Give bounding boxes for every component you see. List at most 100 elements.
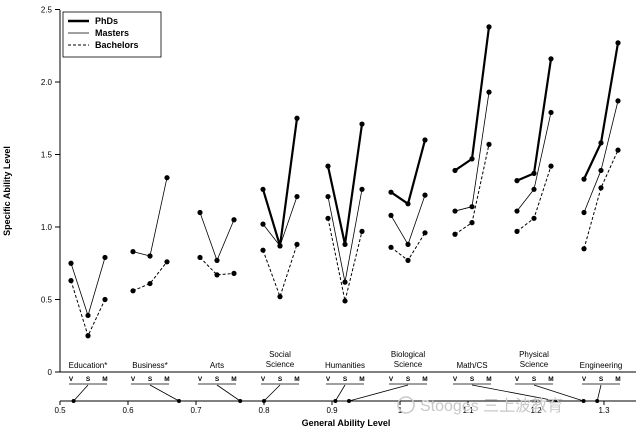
sub-label-v: V xyxy=(582,376,587,383)
group-label: Humanities xyxy=(325,361,365,370)
point-masters-s xyxy=(147,253,153,259)
point-bachelors-v xyxy=(68,278,74,284)
general-ability-point xyxy=(71,399,76,403)
x-axis-title: General Ability Level xyxy=(302,418,391,428)
x-tick-label: 0.6 xyxy=(122,406,134,415)
point-bachelors-v xyxy=(388,244,394,250)
point-masters-s xyxy=(469,204,475,210)
point-masters-m xyxy=(231,217,237,223)
group-arts: Arts V S M xyxy=(197,209,237,385)
sub-label-s: S xyxy=(343,376,348,383)
group-connector xyxy=(348,384,409,402)
series-line-masters xyxy=(70,257,106,316)
point-masters-v xyxy=(388,212,394,218)
point-bachelors-v xyxy=(325,215,331,221)
series-line-bachelors xyxy=(132,261,168,292)
point-masters-v xyxy=(514,208,520,214)
point-masters-v xyxy=(581,209,587,216)
point-masters-m xyxy=(164,175,170,181)
y-tick-label: 1.5 xyxy=(41,151,53,160)
series-line-masters xyxy=(132,177,168,257)
general-ability-point xyxy=(333,399,338,403)
series-line-phds xyxy=(390,139,427,205)
group-connector xyxy=(216,384,241,402)
point-masters-m xyxy=(615,98,621,104)
point-phds-s xyxy=(469,156,475,162)
sub-label-v: V xyxy=(69,376,74,383)
point-bachelors-v xyxy=(260,247,266,253)
point-masters-v xyxy=(325,193,331,200)
sub-label-m: M xyxy=(102,376,107,383)
sub-label-s: S xyxy=(599,376,604,383)
general-ability-point xyxy=(581,399,586,403)
point-masters-m xyxy=(359,186,365,192)
series-line-bachelors xyxy=(327,218,363,302)
group-label: Physical Science xyxy=(519,350,549,369)
point-bachelors-m xyxy=(294,241,300,247)
point-phds-s xyxy=(342,241,348,247)
sub-label-m: M xyxy=(615,376,620,383)
sub-label-m: M xyxy=(359,376,364,383)
point-bachelors-m xyxy=(486,141,492,147)
point-masters-s xyxy=(531,186,537,192)
series-line-phds xyxy=(261,118,299,247)
point-bachelors-s xyxy=(598,185,604,191)
group-label: Engineering xyxy=(580,361,623,370)
point-masters-m xyxy=(548,109,554,116)
legend: PhDs Masters Bachelors xyxy=(62,11,162,58)
point-masters-v xyxy=(68,260,74,266)
point-masters-v xyxy=(260,221,266,227)
series-line-masters xyxy=(199,212,235,261)
point-phds-s xyxy=(598,140,604,146)
sub-label-v: V xyxy=(261,376,266,383)
point-masters-s xyxy=(342,279,348,285)
point-phds-m xyxy=(548,56,554,62)
point-masters-v xyxy=(197,209,203,216)
series-line-phds xyxy=(454,26,491,172)
series-line-bachelors xyxy=(199,257,235,276)
point-bachelors-v xyxy=(197,254,203,261)
series-line-phds xyxy=(583,42,620,180)
sub-label-s: S xyxy=(86,376,91,383)
y-tick-label: 0.5 xyxy=(41,296,53,305)
y-tick-label: 0 xyxy=(48,368,53,377)
point-phds-v xyxy=(581,176,587,182)
point-bachelors-s xyxy=(214,272,220,278)
sub-label-v: V xyxy=(326,376,331,383)
general-ability-point xyxy=(238,399,243,403)
x-tick-label: 1.2 xyxy=(530,406,542,415)
sub-label-m: M xyxy=(231,376,236,383)
group-label: Business* xyxy=(132,361,168,370)
group-connector xyxy=(335,384,346,402)
point-phds-m xyxy=(615,40,621,46)
watermark-text: Stooges 三上波教育 xyxy=(420,397,563,415)
point-phds-v xyxy=(325,163,331,169)
sub-label-v: V xyxy=(198,376,203,383)
series-line-phds xyxy=(516,58,553,182)
point-bachelors-m xyxy=(422,230,428,236)
group-label: Arts xyxy=(210,361,224,370)
x-tick-label: 0.8 xyxy=(258,406,270,415)
point-phds-m xyxy=(359,121,365,127)
group-biological-science: Biological Science V S M xyxy=(388,137,428,385)
x-tick-label: 1.3 xyxy=(598,406,610,415)
general-ability-point xyxy=(262,399,266,403)
point-bachelors-m xyxy=(359,228,365,234)
point-bachelors-s xyxy=(342,298,348,304)
y-tick-label: 1.0 xyxy=(41,223,53,232)
series-line-phds xyxy=(326,123,364,246)
point-bachelors-m xyxy=(548,163,554,169)
series-line-bachelors xyxy=(583,149,619,249)
point-masters-s xyxy=(85,312,91,319)
point-phds-m xyxy=(486,24,492,30)
point-masters-m xyxy=(486,89,492,95)
group-connector xyxy=(263,384,281,402)
x-tick-label: 1.1 xyxy=(462,406,474,415)
sub-label-s: S xyxy=(470,376,475,383)
series-line-bachelors xyxy=(262,244,298,298)
general-ability-point xyxy=(347,399,351,403)
sub-label-m: M xyxy=(422,376,427,383)
point-masters-s xyxy=(214,257,220,263)
